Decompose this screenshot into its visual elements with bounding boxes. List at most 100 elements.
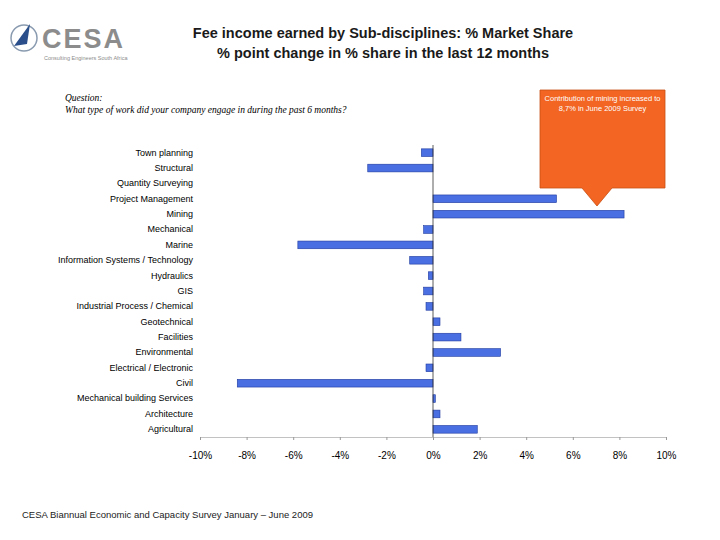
category-tick: Architecture bbox=[145, 409, 200, 419]
bar bbox=[433, 318, 440, 326]
category-tick: Mechanical building Services bbox=[77, 393, 200, 403]
value-tick-label: 6% bbox=[566, 450, 581, 461]
value-axis: -10% -8% -6% -4% -2% 0% 2% 4% 6% 8% 10% bbox=[189, 437, 677, 461]
value-tick: -8% bbox=[238, 437, 256, 461]
category-tick: Agricultural bbox=[148, 424, 200, 434]
bar bbox=[433, 195, 556, 203]
logo-subtext: Consulting Engineers South Africa bbox=[44, 55, 128, 61]
value-tick-line bbox=[293, 437, 294, 440]
value-tick-label: 10% bbox=[656, 450, 676, 461]
value-tick-line bbox=[247, 437, 248, 440]
category-label: Marine bbox=[165, 240, 193, 250]
value-tick: 2% bbox=[473, 437, 488, 461]
category-label: Town planning bbox=[135, 148, 193, 158]
category-tick: Project Management bbox=[110, 194, 200, 204]
bar bbox=[433, 349, 501, 357]
value-tick: 8% bbox=[613, 437, 628, 461]
source: CESA Biannual Economic and Capacity Surv… bbox=[22, 509, 313, 520]
callout-box bbox=[540, 90, 665, 206]
category-label: Mining bbox=[166, 209, 193, 219]
zero-line bbox=[433, 145, 434, 437]
bar bbox=[424, 226, 433, 234]
category-tick: Hydraulics bbox=[151, 271, 200, 281]
category-tick: Structural bbox=[154, 163, 200, 173]
value-tick: 4% bbox=[519, 437, 534, 461]
logo-emblem bbox=[14, 24, 30, 46]
category-label: Structural bbox=[154, 163, 193, 173]
category-tick: Facilities bbox=[158, 332, 200, 342]
category-tick: Mechanical bbox=[147, 224, 200, 234]
bar bbox=[368, 164, 433, 172]
logo-ring bbox=[11, 25, 37, 51]
category-label: Agricultural bbox=[148, 424, 193, 434]
value-tick: -2% bbox=[378, 437, 396, 461]
category-tick: Marine bbox=[165, 240, 200, 250]
category-label: Quantity Surveying bbox=[117, 178, 193, 188]
value-tick-label: 2% bbox=[473, 450, 488, 461]
question-label: Question: bbox=[65, 93, 102, 103]
value-tick-line bbox=[619, 437, 620, 440]
question-text: What type of work did your company engag… bbox=[65, 105, 347, 115]
bar bbox=[433, 410, 440, 418]
category-label: Electrical / Electronic bbox=[109, 363, 193, 373]
value-tick-line bbox=[666, 437, 667, 440]
chart-root: CESAConsulting Engineers South Africa Fee… bbox=[0, 0, 720, 540]
category-tick: Quantity Surveying bbox=[117, 178, 200, 188]
category-label: Environmental bbox=[135, 347, 193, 357]
title: Fee income earned by Sub-disciplines: % … bbox=[193, 25, 573, 41]
value-tick: -4% bbox=[331, 437, 349, 461]
category-tick: Environmental bbox=[135, 347, 200, 357]
value-tick-label: -4% bbox=[331, 450, 349, 461]
category-tick: Mining bbox=[166, 209, 200, 219]
bar bbox=[426, 364, 433, 372]
value-tick-line bbox=[433, 437, 434, 440]
bar bbox=[433, 210, 624, 218]
category-label: Hydraulics bbox=[151, 271, 194, 281]
value-tick-label: -8% bbox=[238, 450, 256, 461]
category-label: Information Systems / Technology bbox=[58, 255, 193, 265]
category-label: Mechanical bbox=[147, 224, 193, 234]
bar bbox=[410, 256, 433, 264]
category-label: Geotechnical bbox=[140, 317, 193, 327]
callout: Contribution of mining increased to8,7% … bbox=[540, 90, 665, 206]
category-tick: Geotechnical bbox=[140, 317, 200, 327]
value-tick-label: 8% bbox=[613, 450, 628, 461]
bar bbox=[424, 287, 433, 295]
value-tick: -6% bbox=[285, 437, 303, 461]
logo: CESAConsulting Engineers South Africa bbox=[11, 24, 128, 61]
bars bbox=[237, 149, 624, 433]
value-tick: 10% bbox=[656, 437, 676, 461]
category-label: Facilities bbox=[158, 332, 194, 342]
bar bbox=[433, 333, 461, 341]
value-tick-label: 4% bbox=[519, 450, 534, 461]
category-tick: GIS bbox=[177, 286, 200, 296]
logo-text: CESA bbox=[42, 24, 125, 54]
category-label: Civil bbox=[176, 378, 193, 388]
category-label: GIS bbox=[177, 286, 193, 296]
category-label: Project Management bbox=[110, 194, 194, 204]
category-tick: Industrial Process / Chemical bbox=[76, 301, 200, 311]
callout-text: Contribution of mining increased to8,7% … bbox=[545, 94, 661, 113]
value-tick: -10% bbox=[189, 437, 212, 461]
category-axis: Town planning Structural Quantity Surveyin… bbox=[58, 148, 200, 435]
category-tick: Electrical / Electronic bbox=[109, 363, 200, 373]
value-tick-line bbox=[480, 437, 481, 440]
value-tick-label: -6% bbox=[285, 450, 303, 461]
value-axis-line bbox=[201, 438, 667, 441]
value-tick-line bbox=[573, 437, 574, 440]
bar bbox=[298, 241, 433, 249]
bar bbox=[428, 272, 433, 280]
bar bbox=[426, 303, 433, 311]
bar bbox=[433, 425, 477, 433]
value-tick: 6% bbox=[566, 437, 581, 461]
category-label: Architecture bbox=[145, 409, 193, 419]
category-label: Mechanical building Services bbox=[77, 393, 194, 403]
category-tick: Town planning bbox=[135, 148, 200, 158]
bar bbox=[237, 379, 433, 387]
category-label: Industrial Process / Chemical bbox=[76, 301, 193, 311]
value-tick-line bbox=[200, 437, 201, 440]
value-tick: 0% bbox=[426, 437, 441, 461]
value-tick-label: -10% bbox=[189, 450, 212, 461]
value-tick-line bbox=[340, 437, 341, 440]
category-tick: Information Systems / Technology bbox=[58, 255, 200, 265]
